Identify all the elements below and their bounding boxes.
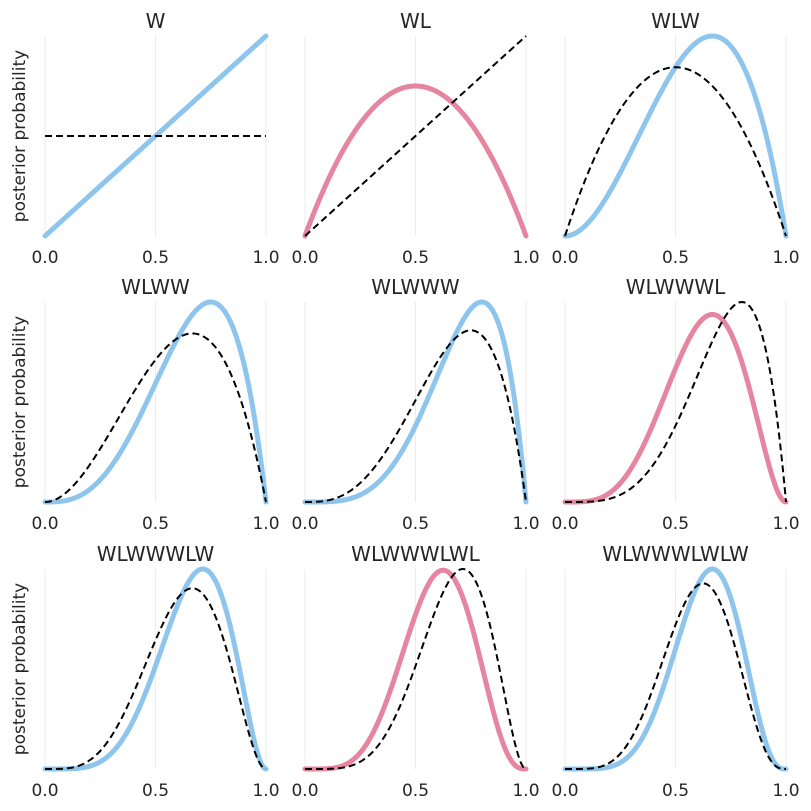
prior-curve: [305, 329, 527, 503]
x-tick-label: 0.0: [551, 514, 578, 534]
panel-4: WLWW 0.0 0.5 1.0 posterior probability: [10, 275, 280, 534]
x-tick-label: 1.0: [252, 248, 279, 268]
y-axis-label: posterior probability: [10, 50, 30, 222]
posterior-curve: [42, 299, 269, 505]
x-tick-label: 1.0: [512, 781, 539, 801]
panel-title: WLWWWL: [626, 275, 726, 299]
panel-3: WLW 0.0 0.5 1.0: [551, 9, 799, 268]
x-tick-label: 1.0: [512, 514, 539, 534]
prior-curve: [565, 300, 787, 503]
y-axis-label: posterior probability: [10, 316, 30, 488]
x-tick-label: 0.5: [142, 514, 169, 534]
posterior-curve: [302, 299, 529, 505]
posterior-curve: [562, 311, 789, 505]
x-tick-label: 1.0: [252, 514, 279, 534]
posterior-curve: [302, 83, 529, 239]
panel-title: WLWWWLWLW: [602, 542, 749, 566]
posterior-curve: [562, 566, 789, 772]
prior-curve: [305, 567, 527, 770]
posterior-curve: [42, 566, 269, 772]
panel-title: WL: [400, 9, 432, 33]
panel-title: WLW: [651, 9, 700, 33]
x-tick-label: 0.0: [551, 781, 578, 801]
panel-2: WL 0.0 0.5 1.0: [291, 9, 539, 268]
x-tick-label: 0.0: [551, 248, 578, 268]
x-tick-label: 0.0: [31, 248, 58, 268]
x-tick-label: 0.0: [31, 514, 58, 534]
posterior-curve: [302, 567, 529, 772]
panel-title: WLWWW: [371, 275, 460, 299]
x-tick-label: 0.0: [291, 514, 318, 534]
x-tick-label: 0.5: [662, 514, 689, 534]
panel-title: WLWW: [121, 275, 190, 299]
prior-curve: [304, 35, 527, 237]
x-tick-label: 0.5: [142, 781, 169, 801]
prior-curve: [565, 582, 787, 770]
x-tick-label: 1.0: [512, 248, 539, 268]
x-tick-label: 1.0: [772, 248, 799, 268]
panel-1: W 0.0 0.5 1.0 posterior probability: [10, 9, 280, 268]
panel-9: WLWWWLWLW 0.0 0.5 1.0: [551, 542, 799, 801]
panel-8: WLWWWLWL 0.0 0.5 1.0: [291, 542, 539, 801]
x-tick-label: 0.5: [662, 781, 689, 801]
x-tick-label: 0.5: [402, 781, 429, 801]
x-tick-label: 1.0: [772, 514, 799, 534]
prior-curve: [44, 332, 267, 503]
panel-title: W: [146, 9, 166, 33]
x-tick-label: 0.5: [402, 514, 429, 534]
prior-curve: [564, 66, 787, 237]
panel-title: WLWWWLWL: [351, 542, 480, 566]
prior-curve: [45, 587, 267, 770]
panel-6: WLWWWL 0.0 0.5 1.0: [551, 275, 799, 534]
x-tick-label: 0.0: [291, 781, 318, 801]
y-axis-label: posterior probability: [10, 583, 30, 755]
x-tick-label: 1.0: [772, 781, 799, 801]
panel-7: WLWWWLW 0.0 0.5 1.0 posterior probability: [10, 542, 280, 801]
x-tick-label: 0.5: [662, 248, 689, 268]
x-tick-label: 0.0: [31, 781, 58, 801]
x-tick-label: 1.0: [252, 781, 279, 801]
panel-title: WLWWWLW: [97, 542, 215, 566]
x-tick-label: 0.5: [402, 248, 429, 268]
x-tick-label: 0.0: [291, 248, 318, 268]
x-tick-label: 0.5: [142, 248, 169, 268]
panel-5: WLWWW 0.0 0.5 1.0: [291, 275, 539, 534]
